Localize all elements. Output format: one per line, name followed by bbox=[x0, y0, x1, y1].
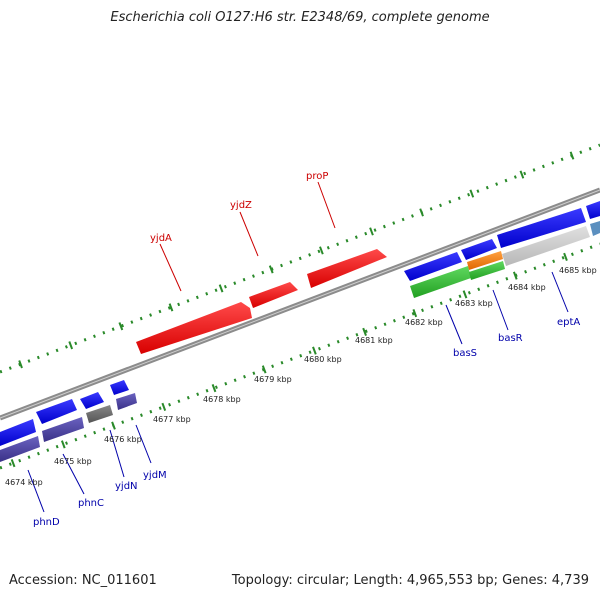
scale-labels: 4674 kbp 4675 kbp 4676 kbp 4677 kbp 4678… bbox=[5, 266, 597, 487]
gene-eptA-a[interactable] bbox=[497, 208, 586, 248]
major-tick bbox=[218, 284, 224, 293]
label-yjdA: yjdA bbox=[150, 233, 172, 244]
gene-basS-b[interactable] bbox=[410, 266, 471, 298]
major-tick bbox=[519, 170, 525, 179]
scale-label: 4684 kbp bbox=[508, 283, 546, 292]
scale-label: 4682 kbp bbox=[405, 318, 443, 327]
inner-major-ticks bbox=[10, 252, 568, 468]
major-tick bbox=[369, 227, 374, 236]
major-tick bbox=[469, 189, 475, 198]
major-tick bbox=[319, 246, 324, 255]
major-tick bbox=[412, 309, 418, 318]
scale-label: 4679 kbp bbox=[254, 375, 292, 384]
forward-gene-labels: yjdA yjdZ proP bbox=[150, 171, 336, 292]
major-tick bbox=[18, 360, 23, 369]
label-eptA: eptA bbox=[557, 317, 580, 328]
gene-eptA-b[interactable] bbox=[502, 226, 590, 266]
label-phnD: phnD bbox=[33, 517, 60, 528]
label-yjdN: yjdN bbox=[115, 481, 138, 492]
gene-yjdM-b[interactable] bbox=[116, 393, 137, 410]
reverse-genes-lane-2[interactable] bbox=[0, 221, 600, 462]
scale-label: 4683 kbp bbox=[455, 299, 493, 308]
gene-yjdZ[interactable] bbox=[249, 282, 298, 308]
major-tick bbox=[60, 440, 66, 449]
label-yjdZ: yjdZ bbox=[230, 200, 252, 211]
outer-tick-ring bbox=[0, 143, 600, 374]
gene-next-a[interactable] bbox=[586, 201, 600, 219]
major-tick bbox=[261, 365, 267, 374]
gene-yjdA[interactable] bbox=[136, 302, 252, 354]
scale-label: 4676 kbp bbox=[104, 435, 142, 444]
gene-basR-b2[interactable] bbox=[469, 261, 505, 280]
map-title: Escherichia coli O127:H6 str. E2348/69, … bbox=[110, 10, 490, 25]
major-tick bbox=[569, 151, 575, 160]
gene-phnD[interactable] bbox=[0, 419, 36, 446]
reverse-gene-labels: phnD phnC yjdN yjdM basS basR eptA bbox=[27, 271, 580, 528]
major-tick bbox=[111, 421, 116, 430]
scale-label: 4674 kbp bbox=[5, 478, 43, 487]
major-tick bbox=[268, 265, 274, 274]
scale-label: 4680 kbp bbox=[304, 355, 342, 364]
genome-backbone bbox=[0, 187, 600, 421]
reverse-genes-lane-1[interactable] bbox=[0, 201, 600, 446]
gene-basR-a[interactable] bbox=[461, 239, 497, 260]
label-basS: basS bbox=[453, 348, 477, 359]
major-tick bbox=[118, 322, 124, 331]
label-yjdM: yjdM bbox=[143, 470, 167, 481]
scale-label: 4685 kbp bbox=[559, 266, 597, 275]
gene-phnC-b[interactable] bbox=[42, 417, 84, 442]
gene-yjdN-b[interactable] bbox=[86, 405, 113, 423]
gene-basR-b1[interactable] bbox=[467, 251, 503, 270]
scale-label: 4677 kbp bbox=[153, 415, 191, 424]
gene-yjdN-a[interactable] bbox=[80, 392, 104, 409]
outer-major-ticks bbox=[18, 151, 575, 369]
label-phnC: phnC bbox=[78, 498, 104, 509]
major-tick bbox=[10, 459, 16, 468]
major-tick bbox=[211, 384, 217, 393]
genome-summary: Topology: circular; Length: 4,965,553 bp… bbox=[231, 573, 589, 588]
major-tick bbox=[68, 341, 74, 350]
major-tick bbox=[362, 327, 367, 336]
gene-basS-a[interactable] bbox=[404, 252, 462, 281]
accession-label: Accession: NC_011601 bbox=[9, 573, 157, 588]
gene-yjdM-a[interactable] bbox=[110, 380, 129, 395]
major-tick bbox=[168, 303, 174, 312]
gene-proP[interactable] bbox=[307, 249, 387, 288]
gene-phnD-b[interactable] bbox=[0, 436, 40, 462]
major-tick bbox=[161, 402, 167, 411]
forward-genes[interactable] bbox=[136, 249, 387, 354]
scale-label: 4678 kbp bbox=[203, 395, 241, 404]
label-proP: proP bbox=[306, 171, 328, 182]
label-basR: basR bbox=[498, 333, 523, 344]
major-tick bbox=[462, 290, 468, 299]
major-tick bbox=[512, 271, 518, 280]
gene-phnC[interactable] bbox=[36, 399, 77, 424]
scale-label: 4681 kbp bbox=[355, 336, 393, 345]
major-tick bbox=[312, 346, 317, 355]
major-tick bbox=[563, 252, 568, 261]
scale-label: 4675 kbp bbox=[54, 457, 92, 466]
major-tick bbox=[419, 208, 424, 217]
inner-tick-ring bbox=[0, 242, 600, 470]
gene-next-b[interactable] bbox=[590, 221, 600, 236]
